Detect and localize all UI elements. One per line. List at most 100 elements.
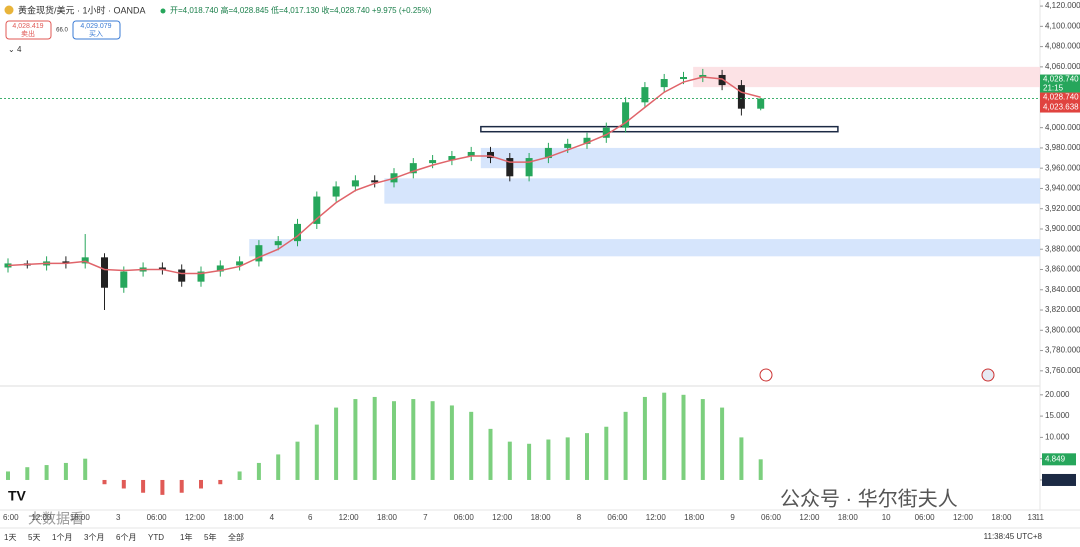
histogram-bar (623, 411, 628, 480)
range-button[interactable]: 1个月 (52, 533, 72, 542)
y2-tick-label: 10.000 (1045, 433, 1070, 442)
histogram-bar (585, 433, 589, 480)
event-icon[interactable] (759, 368, 773, 382)
y-tick-label: 4,100.000 (1045, 21, 1080, 30)
y-tick-label: 4,000.000 (1045, 123, 1080, 132)
histogram-bar (121, 479, 126, 489)
y2-tick-label: 15.000 (1045, 411, 1070, 420)
candle-body (467, 151, 475, 157)
time-label: 3 (116, 513, 121, 522)
histogram-bar (141, 479, 146, 493)
y-tick-label: 3,860.000 (1045, 265, 1080, 274)
histogram-bar (6, 471, 10, 480)
symbol: 黄金现货/美元 · 1小时 · OANDA (18, 4, 146, 15)
candle-body (120, 271, 128, 288)
range-button[interactable]: 5年 (204, 532, 216, 542)
candle-body (525, 158, 533, 177)
flag-icon[interactable] (981, 368, 995, 382)
candle-body (487, 151, 494, 159)
time-label: 18:00 (223, 513, 244, 522)
candle-body (236, 261, 244, 266)
hist-zero-tag (1042, 473, 1076, 486)
time-label: 18:00 (684, 513, 705, 522)
watermark: 公众号 · 华尔街夫人 (780, 487, 958, 510)
prev-price: 4,023.638 (1043, 103, 1079, 112)
histogram-bar (488, 428, 493, 480)
spread: 66.0 (56, 28, 68, 34)
range-button[interactable]: 1天 (4, 533, 16, 542)
histogram-bar (546, 439, 551, 480)
histogram-bar (430, 401, 435, 480)
histogram-bar (102, 479, 107, 485)
time-label: 9 (730, 513, 735, 522)
zone (249, 239, 1040, 257)
time-label: 12:00 (339, 513, 360, 522)
time-label: 06:00 (147, 513, 168, 522)
candle-body (371, 180, 379, 183)
y-tick-label: 3,940.000 (1045, 184, 1080, 193)
histogram-bar (758, 459, 763, 480)
y-tick-label: 3,760.000 (1045, 366, 1080, 375)
indicator-count: 4 (17, 45, 22, 54)
range-button[interactable]: 1年 (180, 532, 192, 542)
y-tick-label: 3,920.000 (1045, 204, 1080, 213)
histogram-bar (256, 462, 261, 480)
y2-tick-label: 20.000 (1045, 390, 1070, 399)
time-label: 18:00 (70, 513, 91, 522)
indicator-toggle[interactable]: ⌄ (8, 45, 15, 54)
last-price-tag (1040, 74, 1080, 93)
candle-body (757, 98, 765, 109)
range-button[interactable]: 全部 (228, 532, 244, 542)
buy-price: 4,029.079 (80, 23, 111, 30)
y-tick-label: 3,980.000 (1045, 143, 1080, 152)
range-button[interactable]: YTD (148, 533, 164, 542)
y-tick-label: 3,900.000 (1045, 224, 1080, 233)
histogram-bar (565, 437, 570, 480)
histogram-bar (700, 399, 705, 480)
candle-body (680, 77, 687, 80)
time-label: 06:00 (607, 513, 628, 522)
histogram-bar (642, 396, 647, 480)
candle-body (158, 267, 166, 270)
time-label: 12:00 (799, 513, 820, 522)
candle-body (62, 261, 70, 264)
buy-button[interactable] (72, 20, 121, 40)
histogram-bar (739, 437, 744, 480)
range-button[interactable]: 5天 (28, 533, 40, 542)
candle-body (351, 180, 359, 187)
y-tick-label: 4,120.000 (1045, 1, 1080, 10)
histogram-bar (44, 465, 49, 480)
histogram-bar (295, 441, 300, 480)
clock: 11:38:45 UTC+8 (984, 532, 1043, 541)
time-label: 12:00 (953, 513, 974, 522)
time-label: 8 (577, 513, 582, 522)
histogram-bar (527, 443, 532, 480)
range-button[interactable]: 6个月 (116, 533, 136, 542)
histogram-bar (83, 458, 88, 480)
time-label: 10 (882, 513, 891, 522)
zone (480, 147, 1041, 169)
time-label: 06:00 (454, 513, 475, 522)
time-label: 11 (1036, 513, 1045, 522)
histogram-bar (237, 471, 242, 480)
candle-body (216, 265, 224, 272)
range-button[interactable]: 3个月 (84, 533, 104, 542)
time-label: 06:00 (761, 513, 782, 522)
time-label: 13 (1028, 513, 1037, 522)
candle-body (429, 160, 437, 164)
y-tick-label: 4,060.000 (1045, 62, 1080, 71)
time-label: 6:00 (3, 513, 19, 522)
histogram-bar (469, 411, 474, 480)
buy-label: 买入 (89, 30, 103, 38)
sell-button[interactable] (5, 20, 52, 40)
candle-body (718, 74, 726, 86)
histogram-bar (604, 426, 609, 480)
histogram-bar (507, 441, 512, 480)
candle-body (699, 74, 707, 77)
bid-price: 4,028.740 (1043, 93, 1079, 102)
candle-body (564, 143, 572, 148)
hist-value-tag (1042, 453, 1076, 466)
candle-body (641, 87, 649, 103)
candle-body (197, 271, 205, 282)
y-tick-label: 3,840.000 (1045, 285, 1080, 294)
